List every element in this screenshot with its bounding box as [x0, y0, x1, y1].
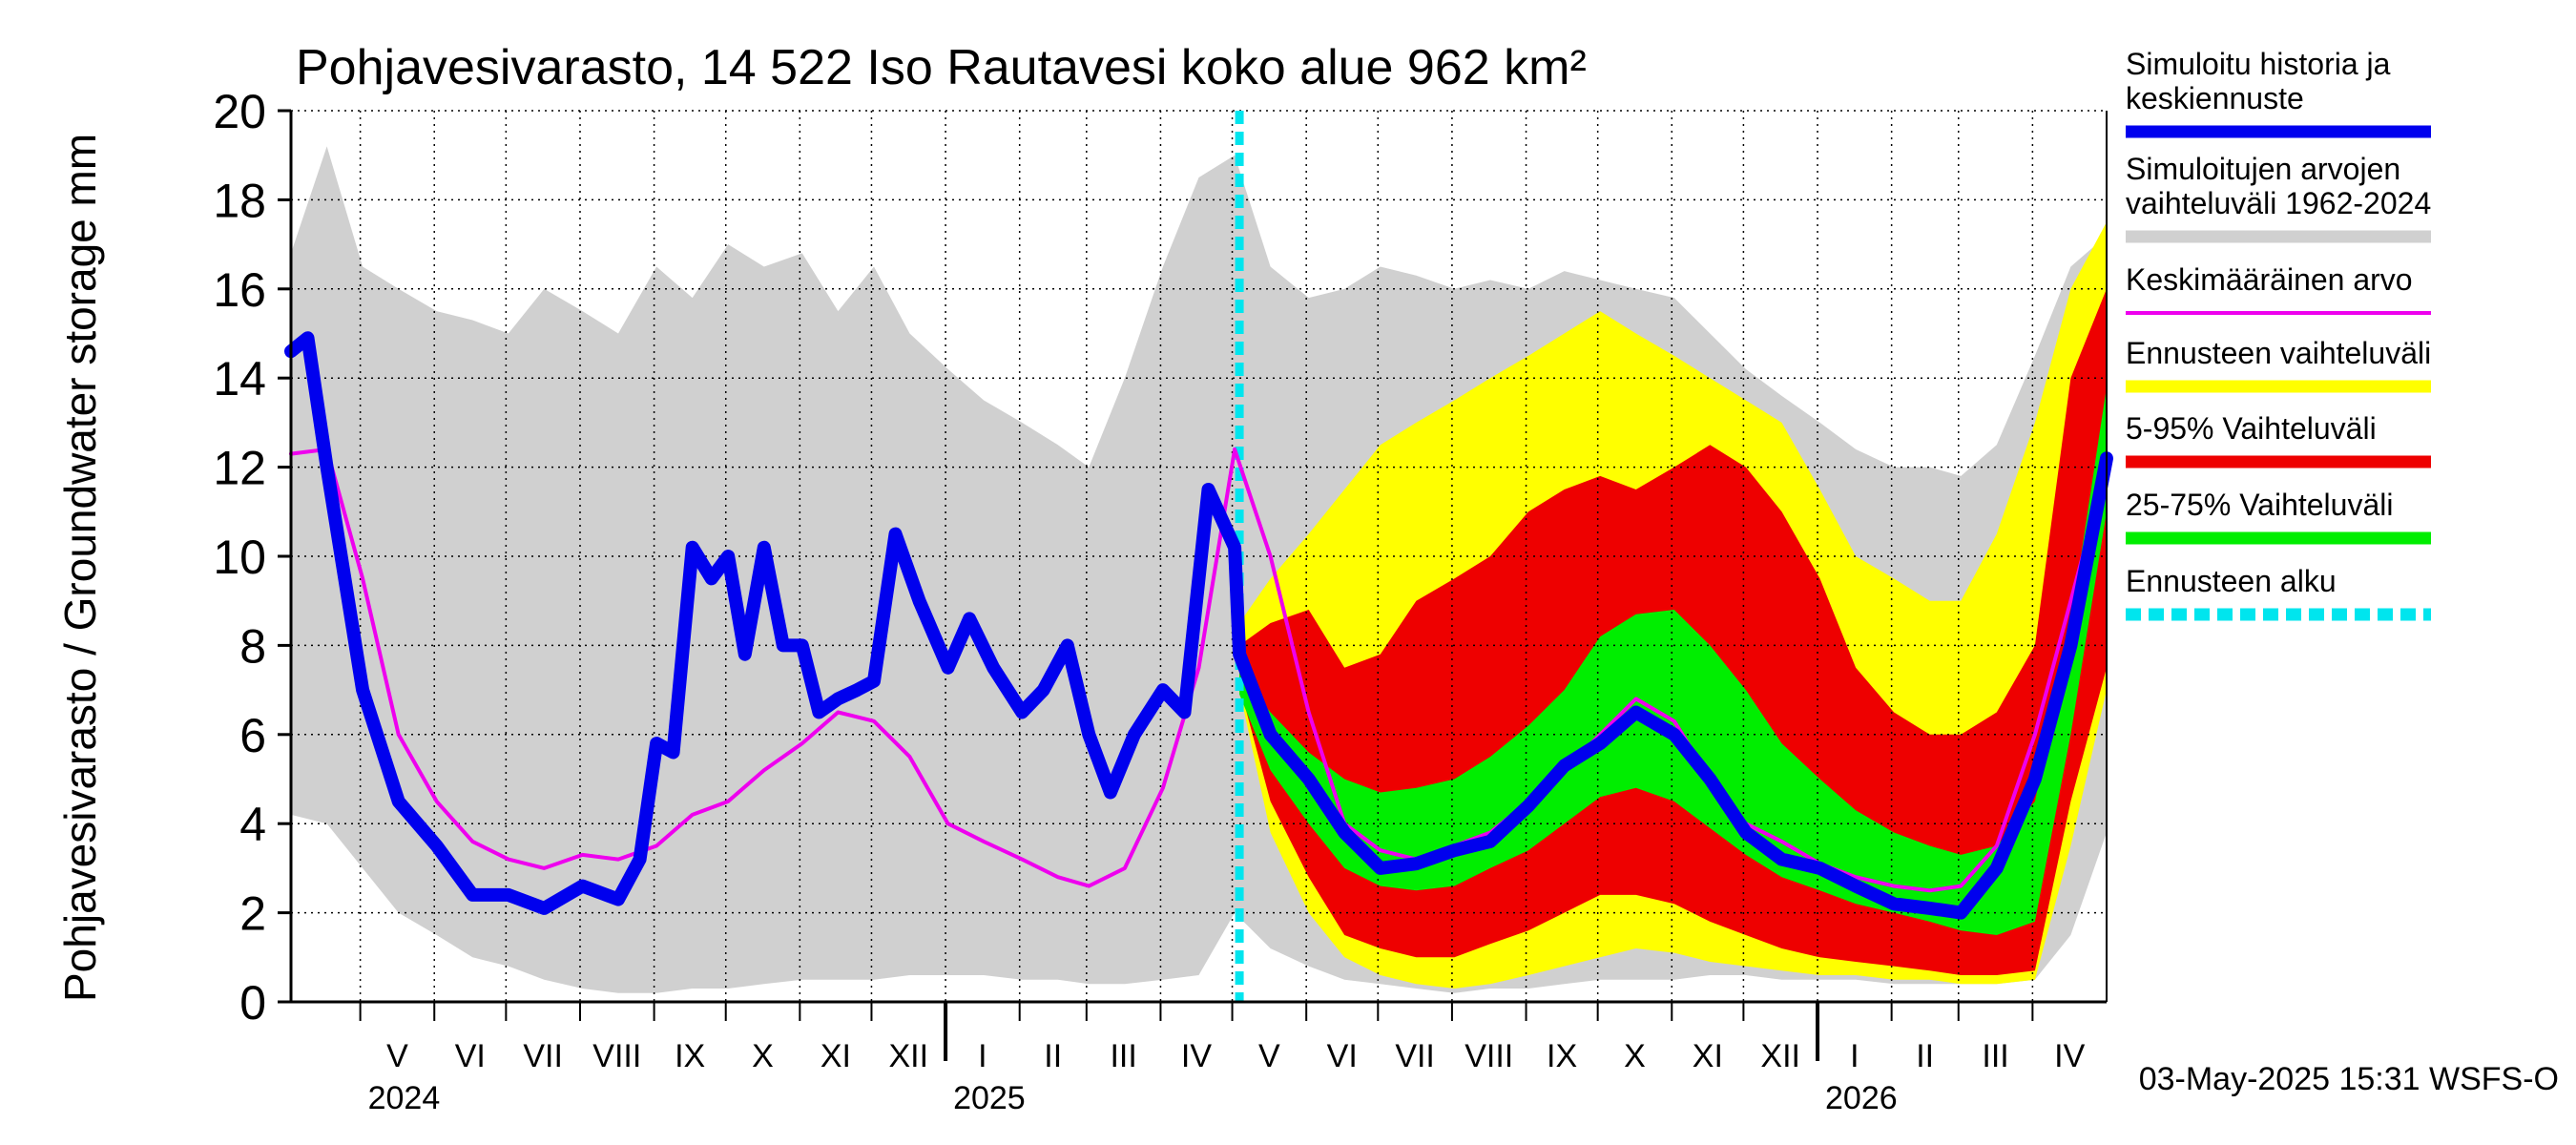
month-label-2: VII [523, 1038, 563, 1074]
month-label-3: VIII [592, 1038, 641, 1074]
month-label-11: IV [1181, 1038, 1212, 1074]
y-axis-label: Pohjavesivarasto / Groundwater storage m… [55, 134, 105, 1002]
legend-label: Simuloitujen arvojen [2126, 152, 2400, 186]
legend-label: 25-75% Vaihteluväli [2126, 488, 2393, 522]
month-label-15: VIII [1465, 1038, 1513, 1074]
legend-item-ennusteen-alku: Ennusteen alku [2126, 564, 2431, 621]
y-tick-label-16: 16 [213, 263, 266, 317]
month-label-5: X [752, 1038, 774, 1074]
y-tick-label-4: 4 [239, 798, 266, 851]
month-label-7: XII [888, 1038, 928, 1074]
grid-lines [291, 110, 2107, 1003]
y-tick-label-20: 20 [213, 85, 266, 138]
y-tick-label-18: 18 [213, 174, 266, 227]
month-label-9: II [1044, 1038, 1062, 1074]
footer-timestamp: 03-May-2025 15:31 WSFS-O [2139, 1061, 2559, 1097]
month-label-12: V [1258, 1038, 1280, 1074]
y-tick-label-10: 10 [213, 531, 266, 584]
y-tick-label-0: 0 [239, 976, 266, 1030]
line-keskimaarainen-arvo [289, 447, 2109, 893]
legend-item-25-75-vaihteluvali: 25-75% Vaihteluväli [2126, 488, 2431, 545]
month-label-23: IV [2054, 1038, 2085, 1074]
month-label-13: VI [1327, 1038, 1358, 1074]
legend-label: Keskimääräinen arvo [2126, 262, 2413, 297]
legend-item-keskimaarainen-arvo: Keskimääräinen arvo [2126, 262, 2431, 315]
y-tick-label-8: 8 [239, 619, 266, 673]
legend-label: Ennusteen alku [2126, 564, 2337, 598]
y-tick-label-14: 14 [213, 352, 266, 406]
line-simuloitu-historia-ja-keskiennuste [284, 331, 2113, 920]
series-lines [284, 111, 2113, 1002]
legend-label: keskiennuste [2126, 81, 2304, 115]
month-label-19: XII [1760, 1038, 1800, 1074]
legend-label: Ennusteen vaihteluväli [2126, 336, 2431, 370]
legend-label: vaihteluväli 1962-2024 [2126, 186, 2431, 220]
month-label-1: VI [455, 1038, 486, 1074]
year-label-2024: 2024 [368, 1080, 441, 1116]
legend-label: 5-95% Vaihteluväli [2126, 411, 2377, 446]
month-label-4: IX [675, 1038, 705, 1074]
y-tick-label-12: 12 [213, 442, 266, 495]
month-label-17: X [1624, 1038, 1646, 1074]
month-label-0: V [386, 1038, 408, 1074]
month-label-6: XI [821, 1038, 851, 1074]
month-label-21: II [1916, 1038, 1934, 1074]
month-label-16: IX [1547, 1038, 1577, 1074]
month-label-20: I [1850, 1038, 1859, 1074]
year-label-2026: 2026 [1825, 1080, 1898, 1116]
legend-label: Simuloitu historia ja [2126, 47, 2391, 81]
month-label-22: III [1982, 1038, 2008, 1074]
chart-title: Pohjavesivarasto, 14 522 Iso Rautavesi k… [296, 40, 1587, 95]
band-25-75-vaihteluvali [1239, 386, 2107, 935]
month-label-14: VII [1395, 1038, 1435, 1074]
month-label-8: I [978, 1038, 987, 1074]
y-tick-label-2: 2 [239, 887, 266, 941]
legend: Simuloitu historia jakeskiennusteSimuloi… [2126, 47, 2431, 621]
month-label-18: XI [1693, 1038, 1723, 1074]
legend-item-ennusteen-vaihteluvali: Ennusteen vaihteluväli [2126, 336, 2431, 393]
legend-item-5-95-vaihteluvali: 5-95% Vaihteluväli [2126, 411, 2431, 468]
year-label-2025: 2025 [953, 1080, 1026, 1116]
y-tick-label-6: 6 [239, 709, 266, 762]
month-label-10: III [1110, 1038, 1136, 1074]
